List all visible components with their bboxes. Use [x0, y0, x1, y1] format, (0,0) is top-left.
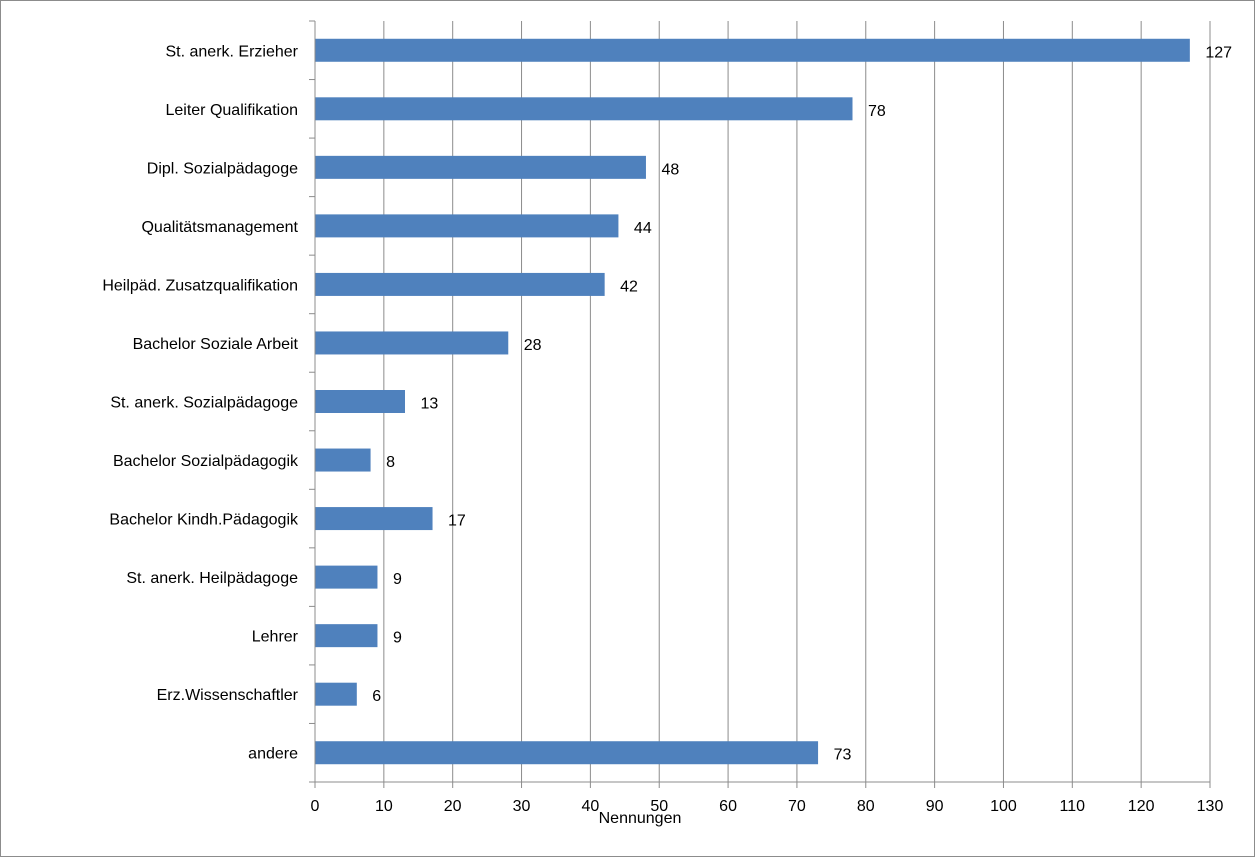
category-label: Lehrer [252, 629, 299, 646]
bar [315, 155, 646, 179]
bar [315, 390, 405, 413]
x-tick-label: 90 [926, 798, 944, 815]
x-axis-title: Nennungen [599, 810, 682, 827]
data-label: 17 [448, 513, 466, 530]
data-label: 44 [634, 220, 652, 237]
data-label: 73 [834, 747, 852, 764]
category-label: Qualitätsmanagement [141, 219, 298, 236]
bar [315, 565, 378, 589]
x-tick-label: 30 [513, 798, 531, 815]
x-tick-label: 20 [444, 798, 462, 815]
category-label: Bachelor Kindh.Pädagogik [109, 512, 299, 529]
data-label: 78 [868, 103, 886, 120]
category-label: Heilpäd. Zusatzqualifikation [102, 277, 298, 294]
category-label: St. anerk. Heilpädagoge [126, 570, 298, 587]
axes [309, 20, 1211, 788]
x-tick-label: 10 [375, 798, 393, 815]
gridlines [383, 21, 1211, 782]
x-tick-label: 70 [788, 798, 806, 815]
bar [315, 272, 605, 296]
bar [315, 682, 357, 706]
x-tick-label: 50 [650, 798, 668, 815]
bar [315, 97, 853, 121]
bar [315, 38, 1190, 62]
category-label: St. anerk. Erzieher [166, 43, 299, 60]
category-label: St. anerk. Sozialpädagoge [110, 395, 298, 412]
category-label: Dipl. Sozialpädagoge [147, 160, 298, 177]
data-label: 9 [393, 571, 402, 588]
category-label: andere [248, 746, 298, 763]
labels: 0 10 20 30 40 50 60 70 80 90 100 110 120 130 St. anerk… [102, 43, 1232, 815]
data-label: 42 [620, 278, 638, 295]
x-tick-label: 100 [990, 798, 1017, 815]
category-label: Erz.Wissenschaftler [157, 687, 299, 704]
data-label: 6 [372, 688, 381, 705]
data-label: 127 [1205, 44, 1232, 61]
x-tick-label: 60 [719, 798, 737, 815]
data-label: 9 [393, 630, 402, 647]
x-tick-label: 40 [581, 798, 599, 815]
bar [315, 507, 433, 531]
bar [315, 448, 371, 472]
bar [315, 624, 378, 648]
data-label: 8 [386, 454, 395, 471]
category-label: Leiter Qualifikation [165, 102, 298, 119]
data-label: 48 [661, 161, 679, 178]
x-tick-label: 80 [857, 798, 875, 815]
category-label: Bachelor Soziale Arbeit [133, 336, 299, 353]
bar [315, 741, 819, 765]
data-label: 13 [421, 396, 439, 413]
x-tick-label: 130 [1197, 798, 1224, 815]
x-tick-label: 0 [311, 798, 320, 815]
x-tick-label: 110 [1060, 798, 1086, 815]
data-label: 28 [524, 337, 542, 354]
x-tick-label: 120 [1128, 798, 1155, 815]
bar [315, 331, 509, 355]
bar [315, 214, 619, 238]
category-label: Bachelor Sozialpädagogik [113, 453, 299, 470]
bars [315, 38, 1190, 765]
